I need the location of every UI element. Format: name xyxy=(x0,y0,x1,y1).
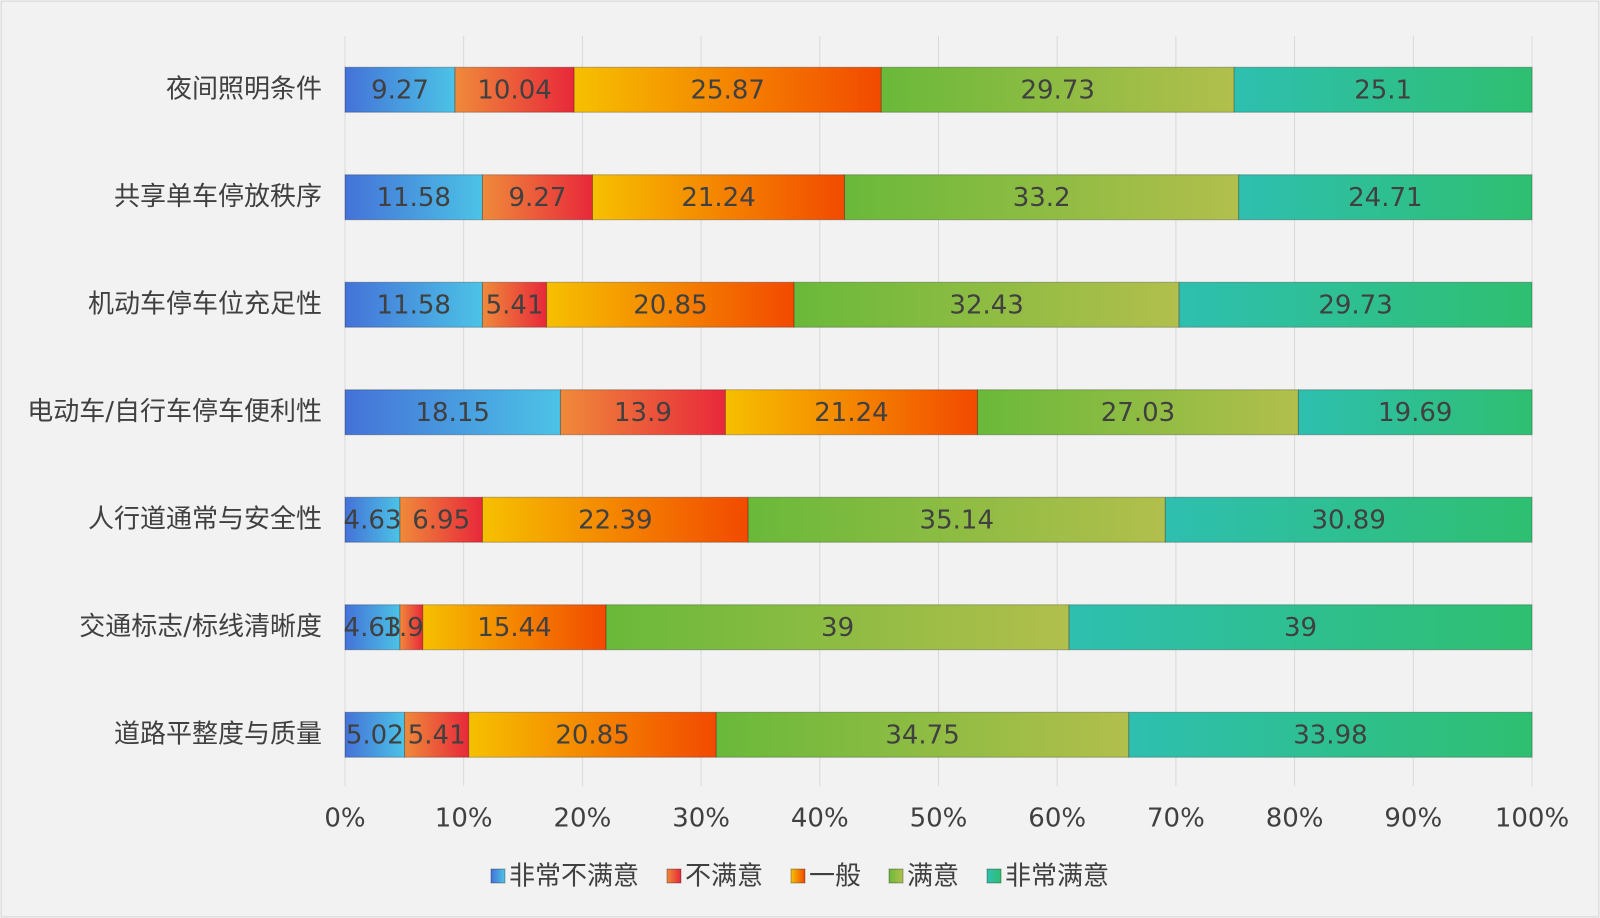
data-label: 39 xyxy=(821,613,854,643)
data-label: 30.89 xyxy=(1311,505,1385,535)
bar-segment xyxy=(747,496,1166,543)
bar-segment xyxy=(422,604,607,651)
data-label: 29.73 xyxy=(1318,290,1392,320)
y-tick-label: 机动车停车位充足性 xyxy=(88,289,322,319)
data-label: 20.85 xyxy=(633,290,707,320)
legend-swatch xyxy=(790,868,806,884)
data-label: 19.69 xyxy=(1378,398,1452,428)
y-tick-label: 夜间照明条件 xyxy=(166,74,322,104)
bar-segment xyxy=(481,174,593,221)
legend-swatch xyxy=(986,868,1002,884)
data-label: 11.58 xyxy=(377,290,451,320)
data-label: 9.27 xyxy=(371,75,429,105)
bar-segment xyxy=(344,604,401,651)
data-label: 25.1 xyxy=(1354,75,1412,105)
data-label: 33.98 xyxy=(1293,720,1367,750)
data-label: 4.63 xyxy=(344,613,402,643)
bar-segment xyxy=(546,281,795,328)
legend-swatch xyxy=(666,868,682,884)
y-tick-label: 人行道通常与安全性 xyxy=(88,504,322,534)
data-label: 25.87 xyxy=(691,75,765,105)
data-label: 34.75 xyxy=(885,720,959,750)
legend-swatch xyxy=(888,868,904,884)
data-label: 32.43 xyxy=(949,290,1023,320)
bar-segment xyxy=(880,66,1235,113)
y-tick-label: 交通标志/标线清晰度 xyxy=(79,612,322,642)
bar-segment xyxy=(724,389,979,436)
bar-segment xyxy=(344,281,483,328)
bar-segment xyxy=(344,389,561,436)
bar-segment xyxy=(1128,711,1533,758)
bar-segment xyxy=(481,281,548,328)
x-tick-label: 30% xyxy=(672,804,730,834)
bar-segment xyxy=(1164,496,1533,543)
bar-segment xyxy=(1068,604,1533,651)
x-tick-label: 70% xyxy=(1147,804,1205,834)
data-label: 9.27 xyxy=(509,183,567,213)
bar-segment xyxy=(605,604,1070,651)
bar-segment xyxy=(793,281,1180,328)
y-tick-label: 电动车/自行车停车便利性 xyxy=(27,397,322,427)
legend-swatch xyxy=(490,868,506,884)
x-tick-label: 50% xyxy=(910,804,968,834)
data-label: 29.73 xyxy=(1021,75,1095,105)
bar-segment xyxy=(468,711,717,758)
bar-segment xyxy=(344,66,456,113)
legend-label: 非常不满意 xyxy=(509,862,639,892)
data-label: 27.03 xyxy=(1101,398,1175,428)
data-label: 24.71 xyxy=(1348,183,1422,213)
x-tick-label: 100% xyxy=(1495,804,1569,834)
data-label: 21.24 xyxy=(681,183,755,213)
y-tick-label: 共享单车停放秩序 xyxy=(114,182,322,212)
data-label: 4.63 xyxy=(344,505,402,535)
data-label: 6.95 xyxy=(412,505,470,535)
data-label: 5.41 xyxy=(408,720,466,750)
bar-segment xyxy=(344,496,401,543)
bar-segment xyxy=(1233,66,1533,113)
bar-segment xyxy=(844,174,1240,221)
x-tick-label: 80% xyxy=(1266,804,1324,834)
bar-segment xyxy=(404,711,470,758)
legend-label: 不满意 xyxy=(685,862,763,892)
data-label: 22.39 xyxy=(578,505,652,535)
x-tick-label: 20% xyxy=(554,804,612,834)
x-tick-label: 60% xyxy=(1028,804,1086,834)
bar-segment xyxy=(573,66,882,113)
bar-segment xyxy=(977,389,1299,436)
data-label: 18.15 xyxy=(416,398,490,428)
data-label: 20.85 xyxy=(555,720,629,750)
y-tick-label: 道路平整度与质量 xyxy=(114,719,322,749)
data-label: 13.9 xyxy=(614,398,672,428)
data-label: 10.04 xyxy=(477,75,551,105)
bar-segment xyxy=(559,389,726,436)
data-label: 39 xyxy=(1284,613,1317,643)
legend: 非常不满意 不满意 一般 满意 非常满意 xyxy=(490,862,1109,892)
bar-segment xyxy=(481,496,749,543)
bar-segment xyxy=(454,66,575,113)
x-tick-label: 0% xyxy=(324,804,365,834)
bar-segment xyxy=(344,711,406,758)
x-tick-label: 10% xyxy=(435,804,493,834)
data-label: 35.14 xyxy=(920,505,994,535)
legend-label: 满意 xyxy=(907,862,959,892)
data-label: 15.44 xyxy=(477,613,551,643)
data-label: 5.41 xyxy=(486,290,544,320)
legend-label: 非常满意 xyxy=(1005,862,1109,892)
bar-segment xyxy=(399,496,483,543)
data-label: 33.2 xyxy=(1013,183,1071,213)
x-tick-label: 40% xyxy=(791,804,849,834)
x-tick-label: 90% xyxy=(1384,804,1442,834)
data-label: 5.02 xyxy=(346,720,404,750)
bar-segment xyxy=(344,174,483,221)
legend-label: 一般 xyxy=(809,862,861,892)
bar-segment xyxy=(1178,281,1533,328)
data-label: 21.24 xyxy=(814,398,888,428)
bar-segment xyxy=(1238,174,1533,221)
bar-segment xyxy=(1297,389,1533,436)
data-label: 11.58 xyxy=(377,183,451,213)
bar-segment xyxy=(715,711,1130,758)
